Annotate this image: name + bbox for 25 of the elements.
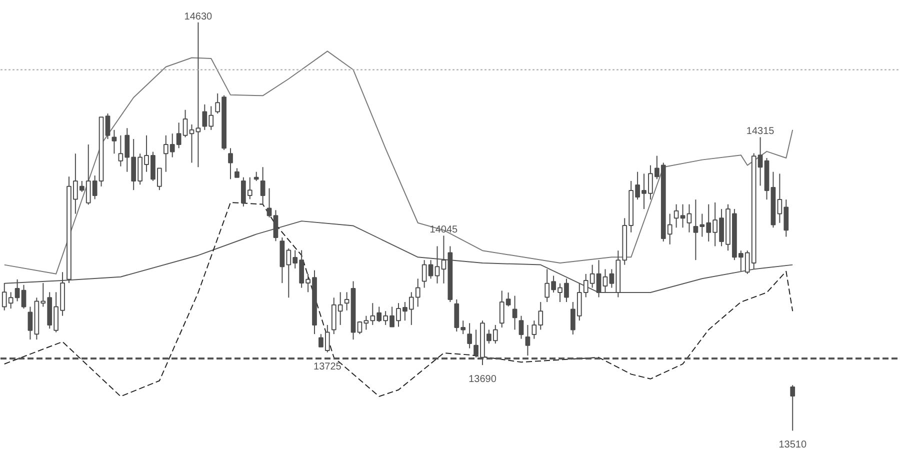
candlestick — [196, 22, 201, 168]
candlestick — [21, 284, 26, 310]
candlestick — [344, 292, 350, 311]
candlestick — [105, 113, 110, 140]
annotation: 14315 — [746, 126, 775, 138]
candlestick — [434, 246, 440, 284]
annotation: 13510 — [778, 440, 807, 451]
candlestick — [674, 204, 679, 228]
candlestick — [525, 324, 530, 356]
candlestick — [790, 384, 796, 432]
candlestick — [234, 168, 240, 178]
annotation: 13690 — [468, 374, 497, 386]
annotation: 13725 — [314, 361, 342, 372]
candlestick — [228, 148, 233, 180]
candlestick — [680, 204, 686, 228]
candlestick — [260, 166, 266, 206]
candlestick — [189, 124, 194, 164]
candlestick — [254, 171, 259, 182]
candlestick — [686, 204, 692, 233]
candlestick — [266, 188, 272, 218]
candlestick — [512, 295, 518, 330]
candlestick — [467, 322, 472, 349]
candlestick — [112, 129, 117, 154]
annotation: 14630 — [184, 11, 213, 22]
candlestick — [518, 315, 524, 340]
